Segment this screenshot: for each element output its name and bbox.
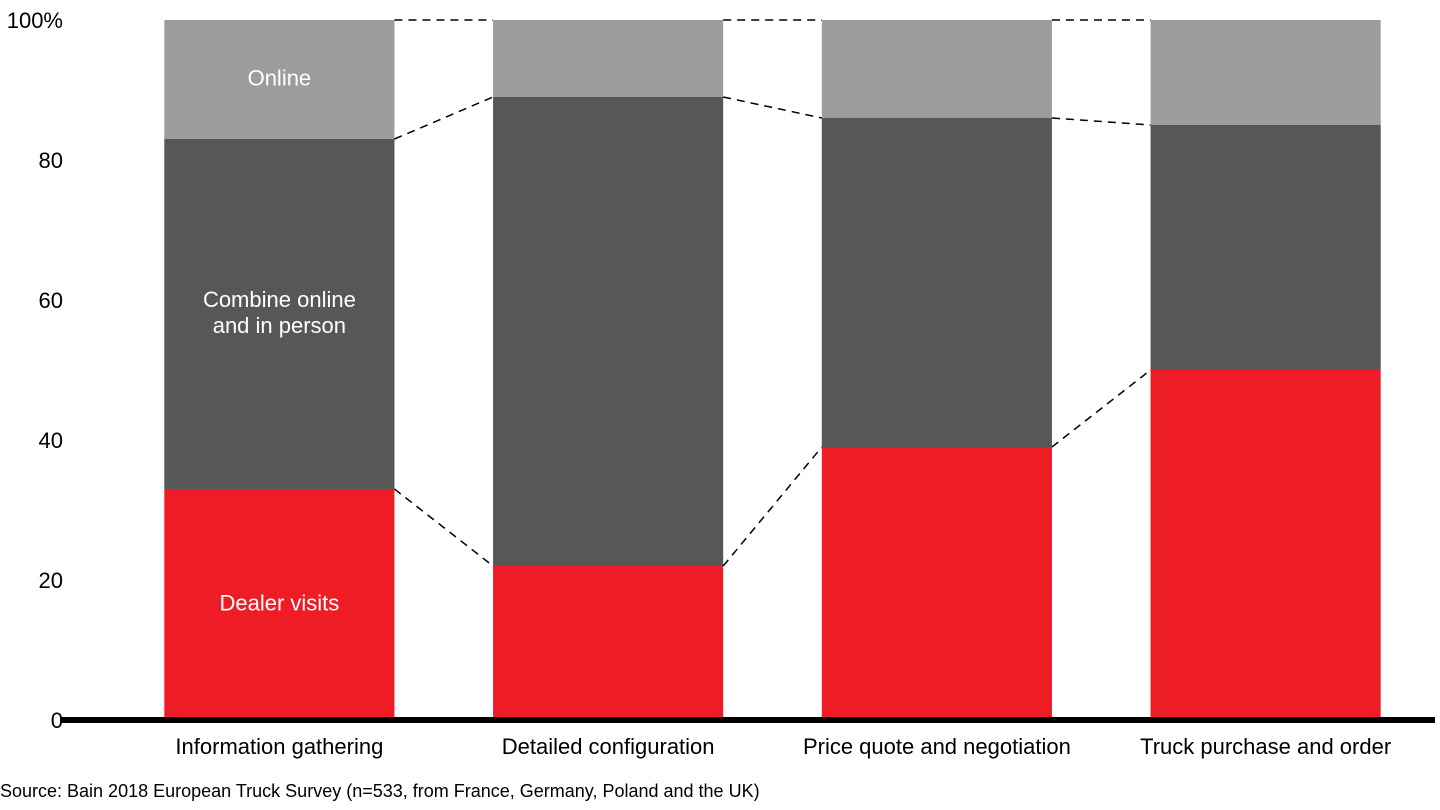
- category-label-2: Price quote and negotiation: [803, 734, 1071, 759]
- ytick-100: 100%: [7, 8, 63, 33]
- bar-3-dealer: [1151, 370, 1381, 720]
- annotation-dealer: Dealer visits: [219, 591, 339, 616]
- ytick-80: 80: [39, 148, 63, 173]
- bar-3-online: [1151, 20, 1381, 125]
- bar-1-online: [493, 20, 723, 97]
- category-label-0: Information gathering: [175, 734, 383, 759]
- category-label-1: Detailed configuration: [502, 734, 715, 759]
- source-text: Source: Bain 2018 European Truck Survey …: [0, 781, 760, 802]
- bar-2-dealer: [822, 447, 1052, 720]
- category-label-3: Truck purchase and order: [1140, 734, 1391, 759]
- chart-container: 0 20 40 60 80 100% Information gathering Detail…: [0, 0, 1440, 810]
- ytick-40: 40: [39, 428, 63, 453]
- bar-1-dealer: [493, 566, 723, 720]
- bar-2-combine: [822, 118, 1052, 447]
- bar-3-combine: [1151, 125, 1381, 370]
- stacked-bar-chart: 0 20 40 60 80 100% Information gathering Detail…: [0, 0, 1440, 810]
- annotation-combine: Combine onlineand in person: [203, 287, 356, 338]
- ytick-20: 20: [39, 568, 63, 593]
- annotation-online: Online: [248, 66, 312, 91]
- ytick-0: 0: [51, 708, 63, 733]
- bar-2-online: [822, 20, 1052, 118]
- ytick-60: 60: [39, 288, 63, 313]
- bar-1-combine: [493, 97, 723, 566]
